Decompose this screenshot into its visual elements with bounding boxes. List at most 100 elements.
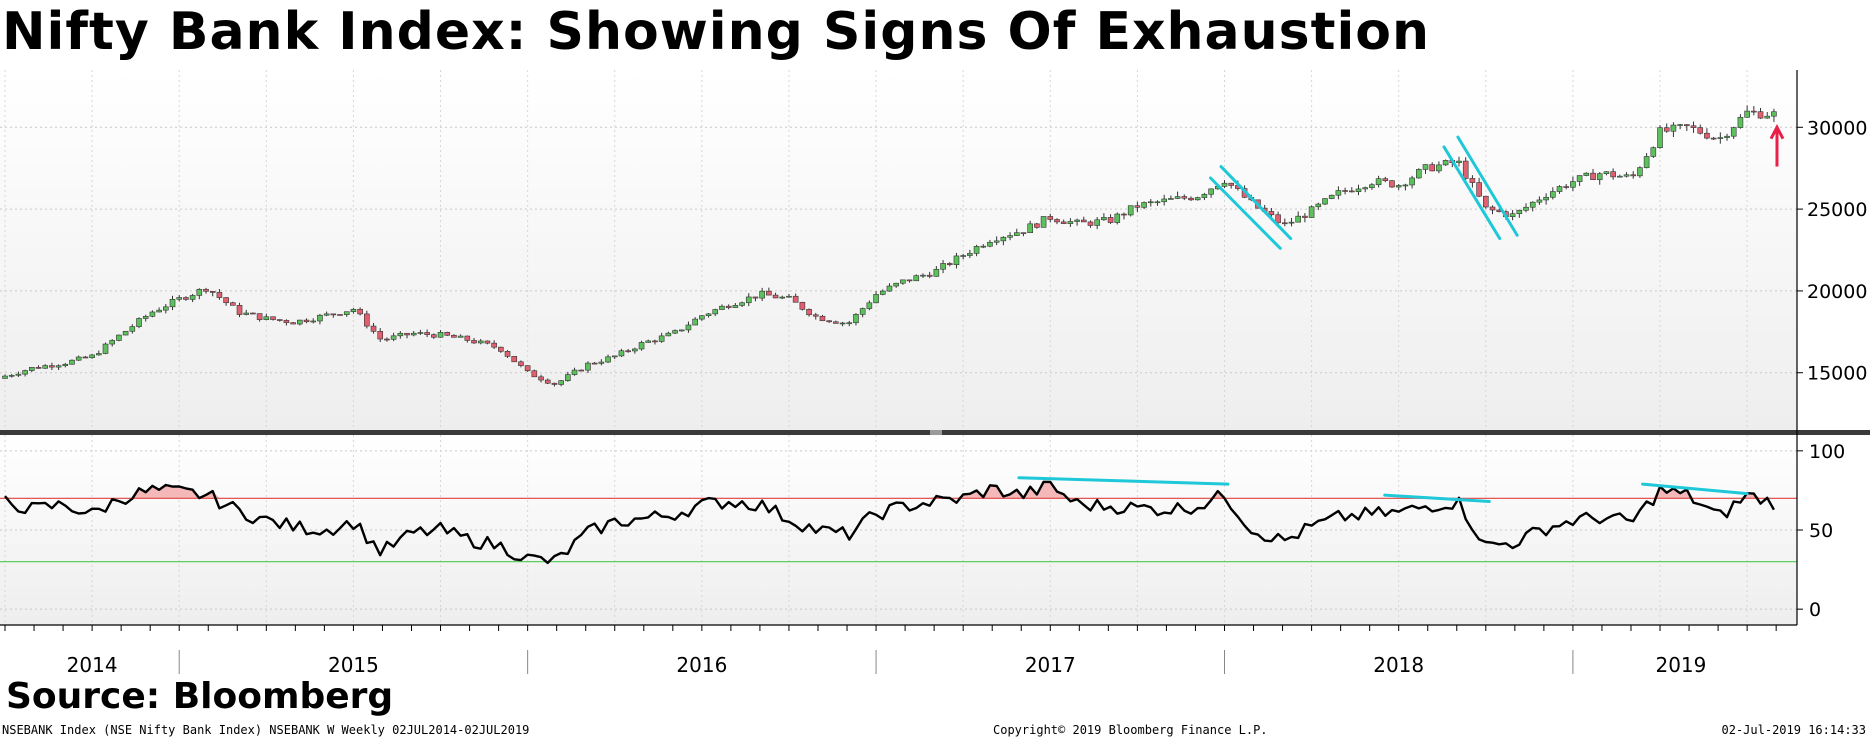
down-candle — [725, 305, 732, 308]
down-candle — [270, 316, 276, 320]
down-candle — [1690, 125, 1697, 128]
up-candle — [323, 313, 330, 316]
up-candle — [1328, 194, 1335, 199]
up-candle — [732, 305, 739, 308]
price-tick-label: 20000 — [1807, 281, 1867, 303]
down-candle — [1389, 180, 1395, 188]
up-candle — [1556, 186, 1563, 192]
up-candle — [1402, 184, 1409, 187]
down-candle — [491, 342, 497, 348]
down-candle — [812, 314, 819, 317]
down-candle — [1302, 215, 1308, 218]
up-candle — [1040, 216, 1047, 228]
down-candle — [1342, 190, 1348, 192]
down-candle — [424, 332, 430, 335]
up-candle — [605, 356, 611, 363]
up-candle — [75, 356, 82, 361]
up-candle — [1013, 232, 1020, 236]
up-candle — [1074, 219, 1080, 222]
down-candle — [1757, 111, 1764, 119]
up-candle — [156, 309, 162, 313]
down-candle — [1034, 223, 1040, 228]
up-candle — [1362, 187, 1368, 190]
down-candle — [1429, 164, 1436, 172]
up-candle — [1141, 202, 1147, 208]
down-candle — [1080, 219, 1087, 223]
down-candle — [1704, 132, 1710, 139]
up-candle — [1436, 164, 1442, 172]
up-candle — [1114, 213, 1121, 223]
up-candle — [1101, 217, 1107, 221]
down-candle — [906, 279, 913, 282]
up-candle — [719, 305, 725, 310]
down-candle — [464, 335, 471, 341]
footer-security-description: NSEBANK Index (NSE Nifty Bank Index) NSE… — [2, 723, 530, 737]
up-candle — [189, 295, 196, 300]
x-year-label: 2017 — [1025, 653, 1076, 677]
down-candle — [1348, 190, 1355, 193]
footer-bar: NSEBANK Index (NSE Nifty Bank Index) NSE… — [0, 720, 1870, 739]
down-candle — [538, 376, 544, 381]
up-candle — [1154, 201, 1161, 204]
down-candle — [276, 319, 283, 321]
down-candle — [330, 313, 337, 316]
up-candle — [163, 306, 169, 311]
up-candle — [672, 330, 678, 334]
up-candle — [1369, 184, 1375, 188]
up-candle — [317, 314, 323, 322]
up-candle — [397, 332, 404, 337]
down-candle — [625, 350, 631, 353]
up-candle — [638, 342, 645, 350]
down-candle — [1054, 219, 1060, 223]
up-candle — [692, 318, 698, 326]
x-year-label: 2015 — [328, 653, 379, 677]
up-candle — [1288, 221, 1295, 224]
up-candle — [410, 332, 417, 336]
up-candle — [102, 343, 109, 354]
down-candle — [471, 340, 477, 344]
down-candle — [1188, 197, 1194, 201]
up-candle — [8, 374, 15, 377]
up-candle — [1623, 174, 1630, 177]
up-candle — [1067, 221, 1074, 224]
panel-resize-handle — [930, 430, 942, 435]
up-candle — [699, 315, 705, 320]
trendline-correction-2018-b — [1219, 165, 1293, 241]
up-candle — [1583, 172, 1590, 176]
up-candle — [893, 282, 899, 287]
down-candle — [833, 321, 839, 324]
down-candle — [230, 302, 236, 306]
down-candle — [431, 334, 437, 338]
down-candle — [1610, 171, 1616, 178]
up-candle — [22, 370, 28, 375]
down-candle — [1462, 160, 1469, 179]
up-candle — [1194, 197, 1201, 201]
down-candle — [772, 294, 779, 299]
down-candle — [926, 274, 933, 277]
up-candle — [1536, 199, 1543, 203]
down-candle — [752, 296, 759, 299]
up-candle — [1657, 127, 1663, 148]
trendline-correction-2018-c — [1442, 145, 1502, 241]
down-candle — [652, 340, 658, 343]
down-candle — [337, 314, 343, 316]
down-candle — [357, 308, 363, 315]
up-candle — [310, 320, 317, 323]
up-candle — [1771, 111, 1777, 117]
x-year-label: 2019 — [1655, 653, 1706, 677]
up-candle — [1168, 198, 1174, 200]
down-candle — [1268, 211, 1275, 216]
up-candle — [122, 330, 129, 336]
up-candle — [618, 350, 625, 357]
up-candle — [678, 329, 685, 332]
down-candle — [1563, 186, 1570, 188]
up-candle — [1208, 188, 1214, 195]
up-candle — [1355, 188, 1362, 193]
up-candle — [1764, 115, 1771, 119]
down-candle — [290, 322, 296, 325]
up-candle — [571, 369, 578, 375]
up-candle — [176, 297, 183, 300]
up-candle — [839, 322, 846, 325]
up-candle — [1737, 116, 1744, 128]
up-candle — [42, 365, 49, 369]
